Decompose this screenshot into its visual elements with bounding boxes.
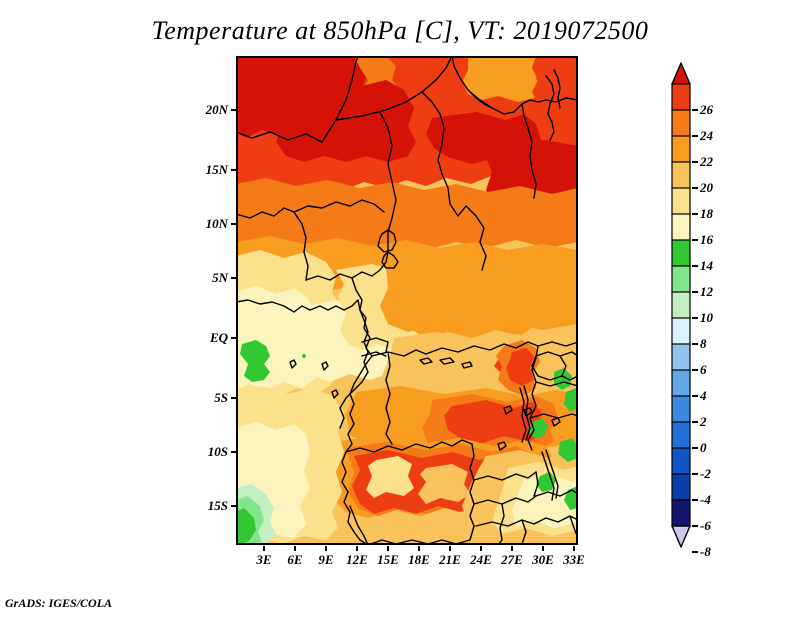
colorbar-tick xyxy=(692,551,698,553)
x-tick xyxy=(511,546,513,551)
x-tick xyxy=(480,546,482,551)
colorbar-tick xyxy=(692,187,698,189)
y-axis-label-eq: EQ xyxy=(209,330,228,345)
coastline-border-layer xyxy=(236,56,578,545)
y-tick xyxy=(231,505,236,507)
temperature-field-map xyxy=(236,56,578,545)
x-axis-label-6e: 6E xyxy=(287,552,303,567)
colorbar-label-8: 8 xyxy=(700,336,707,351)
colorbar-tick xyxy=(692,161,698,163)
colorbar-label-16: 16 xyxy=(700,232,713,247)
y-axis-label-20n: 20N xyxy=(205,102,228,117)
colorbar-label-neg4: -4 xyxy=(700,492,711,507)
y-axis-label-5n: 5N xyxy=(212,270,228,285)
colorbar-label-12: 12 xyxy=(700,284,713,299)
x-tick xyxy=(325,546,327,551)
colorbar-tick xyxy=(692,525,698,527)
colorbar-tick xyxy=(692,395,698,397)
colorbar-label-10: 10 xyxy=(700,310,713,325)
colorbar-label-6: 6 xyxy=(700,362,707,377)
y-axis-label-15n: 15N xyxy=(205,162,228,177)
x-tick xyxy=(418,546,420,551)
x-axis-label-27e: 27E xyxy=(501,552,523,567)
y-tick xyxy=(231,109,236,111)
y-tick xyxy=(231,397,236,399)
colorbar-tick xyxy=(692,421,698,423)
colorbar-tick xyxy=(692,317,698,319)
x-axis-label-24e: 24E xyxy=(470,552,492,567)
x-tick xyxy=(449,546,451,551)
colorbar-label-22: 22 xyxy=(700,154,713,169)
x-axis-label-30e: 30E xyxy=(532,552,554,567)
x-axis-label-33e: 33E xyxy=(563,552,585,567)
colorbar-label-0: 0 xyxy=(700,440,707,455)
colorbar[interactable] xyxy=(671,62,691,548)
colorbar-tick xyxy=(692,447,698,449)
map-panel[interactable] xyxy=(236,56,578,545)
y-axis-label-10s: 10S xyxy=(207,444,228,459)
colorbar-label-26: 26 xyxy=(700,102,713,117)
colorbar-label-neg8: -8 xyxy=(700,544,711,559)
x-axis-label-3e: 3E xyxy=(256,552,272,567)
colorbar-tick xyxy=(692,265,698,267)
y-tick xyxy=(231,277,236,279)
x-tick xyxy=(263,546,265,551)
colorbar-gradient xyxy=(671,62,691,548)
colorbar-tick xyxy=(692,109,698,111)
colorbar-tick xyxy=(692,343,698,345)
temperature-shading-layer xyxy=(236,56,578,545)
y-axis-label-15s: 15S xyxy=(207,498,228,513)
colorbar-tick xyxy=(692,135,698,137)
x-tick xyxy=(356,546,358,551)
y-axis-label-5s: 5S xyxy=(214,390,228,405)
colorbar-tick xyxy=(692,499,698,501)
colorbar-tick xyxy=(692,473,698,475)
x-axis-label-9e: 9E xyxy=(318,552,334,567)
colorbar-tick xyxy=(692,291,698,293)
colorbar-label-14: 14 xyxy=(700,258,713,273)
x-tick xyxy=(542,546,544,551)
grads-credit: GrADS: IGES/COLA xyxy=(5,596,113,610)
x-tick xyxy=(387,546,389,551)
page-title: Temperature at 850hPa [C], VT: 201907250… xyxy=(151,16,649,45)
y-tick xyxy=(231,169,236,171)
colorbar-label-24: 24 xyxy=(700,128,713,143)
x-axis-label-12e: 12E xyxy=(346,552,368,567)
y-tick xyxy=(231,337,236,339)
x-tick xyxy=(294,546,296,551)
y-axis-label-10n: 10N xyxy=(205,216,228,231)
colorbar-tick xyxy=(692,369,698,371)
colorbar-tick xyxy=(692,213,698,215)
colorbar-label-neg6: -6 xyxy=(700,518,711,533)
colorbar-label-4: 4 xyxy=(700,388,707,403)
colorbar-label-18: 18 xyxy=(700,206,713,221)
colorbar-label-neg2: -2 xyxy=(700,466,711,481)
colorbar-label-20: 20 xyxy=(700,180,713,195)
colorbar-tick xyxy=(692,239,698,241)
x-tick xyxy=(573,546,575,551)
x-axis-label-15e: 15E xyxy=(377,552,399,567)
x-axis-label-21e: 21E xyxy=(439,552,461,567)
y-tick xyxy=(231,451,236,453)
colorbar-label-2: 2 xyxy=(700,414,707,429)
y-tick xyxy=(231,223,236,225)
x-axis-label-18e: 18E xyxy=(408,552,430,567)
